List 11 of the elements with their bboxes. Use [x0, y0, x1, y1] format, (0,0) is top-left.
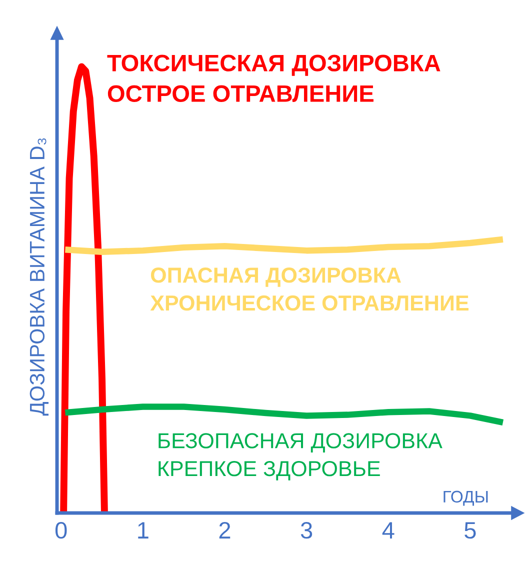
series-label: БЕЗОПАСНАЯ ДОЗИРОВКА КРЕПКОЕ ЗДОРОВЬЕ: [158, 433, 442, 480]
x-axis-title: ГОДЫ: [444, 490, 488, 506]
series-label: ТОКСИЧЕСКАЯ ДОЗИРОВКА ОСТРОЕ ОТРАВЛЕНИЕ: [107, 54, 440, 102]
x-tick-label: 4: [382, 522, 394, 538]
series-label: ОПАСНАЯ ДОЗИРОВКА ХРОНИЧЕСКОЕ ОТРАВЛЕНИЕ: [150, 268, 468, 311]
x-tick-label: 1: [138, 522, 148, 538]
x-tick-label: 5: [464, 522, 476, 539]
y-axis-title: ДОЗИРОВКА ВИТАМИНА D₃: [30, 138, 49, 416]
x-tick-label: 2: [219, 522, 230, 538]
x-tick-label: 3: [300, 522, 312, 539]
x-tick-label: 0: [55, 522, 67, 539]
